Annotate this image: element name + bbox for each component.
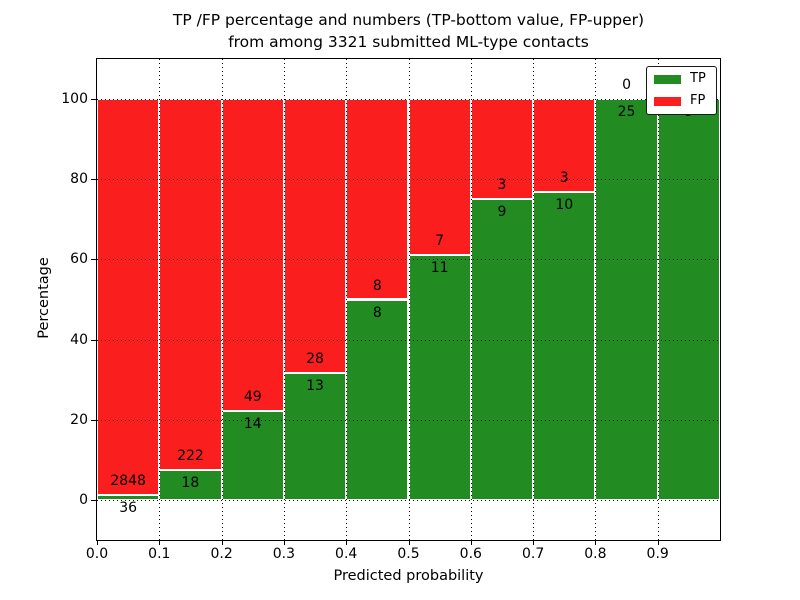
- y-tick-mark: [90, 259, 96, 261]
- v-gridline: [346, 59, 348, 540]
- tp-count-label: 11: [430, 259, 449, 276]
- v-gridline: [470, 59, 472, 540]
- legend-label-tp: TP: [690, 71, 706, 86]
- legend-label-fp: FP: [690, 93, 706, 108]
- y-tick-label: 0: [79, 491, 88, 508]
- tp-count-label: 9: [497, 204, 507, 221]
- tp-count-label: 18: [181, 474, 200, 491]
- fp-count-label: 3: [497, 177, 507, 194]
- tp-count-label: 25: [617, 104, 636, 121]
- legend-entry-tp: TP: [654, 71, 706, 86]
- v-gridline: [159, 59, 161, 540]
- legend-entry-fp: FP: [654, 93, 706, 108]
- x-tick-mark: [159, 540, 161, 545]
- x-tick-mark: [470, 540, 472, 545]
- x-tick-mark: [657, 540, 659, 545]
- y-axis-label: Percentage: [36, 257, 52, 339]
- y-tick-mark: [90, 339, 96, 341]
- v-gridline: [283, 59, 285, 540]
- fp-count-label: 28: [306, 350, 324, 367]
- tp-count-label: 14: [243, 415, 262, 432]
- x-tick-label: 0.1: [148, 546, 171, 562]
- x-tick-label: 0.7: [521, 546, 545, 562]
- chart-title-line1: TP /FP percentage and numbers (TP-bottom…: [172, 11, 645, 29]
- x-tick-label: 0.2: [210, 546, 233, 562]
- y-tick-mark: [90, 99, 96, 101]
- bar-segment-tp: [283, 372, 347, 500]
- x-tick-label: 0.4: [335, 546, 358, 562]
- bar-segment-fp: [408, 99, 471, 255]
- legend: TP FP: [646, 66, 717, 115]
- tp-swatch-icon: [654, 74, 681, 84]
- x-tick-mark: [346, 540, 348, 545]
- fp-count-label: 3: [559, 169, 569, 186]
- bar-segment-fp: [159, 99, 222, 470]
- x-tick-label: 0.9: [646, 546, 669, 562]
- y-tick-mark: [90, 179, 96, 181]
- x-axis-label: Predicted probability: [333, 568, 484, 584]
- tp-count-label: 13: [306, 377, 324, 394]
- x-tick-mark: [408, 540, 410, 545]
- bar-segment-tp: [346, 299, 409, 500]
- chart-title: TP /FP percentage and numbers (TP-bottom…: [97, 9, 720, 53]
- y-tick-mark: [90, 419, 96, 421]
- v-gridline: [657, 59, 659, 540]
- bar-segment-fp: [470, 99, 534, 200]
- v-gridline: [595, 59, 597, 540]
- bar-segment-fp: [346, 99, 409, 300]
- v-gridline: [533, 59, 535, 540]
- bar-segment-fp: [221, 99, 284, 411]
- x-tick-label: 0.8: [584, 546, 607, 562]
- x-tick-label: 0.6: [459, 546, 482, 562]
- y-tick-label: 60: [70, 251, 88, 268]
- bar-segment-fp: [97, 99, 160, 495]
- x-tick-label: 0.0: [85, 546, 109, 562]
- fp-count-label: 49: [243, 388, 262, 405]
- bar-segment-tp: [533, 191, 596, 500]
- chart-title-line2: from among 3321 submitted ML-type contac…: [228, 33, 589, 51]
- x-tick-mark: [283, 540, 285, 545]
- bar-segment-tp: [595, 99, 658, 500]
- bar-segment-tp: [470, 199, 534, 500]
- plot-area: 2848362221849142813887113931002509 0.00.…: [61, 58, 721, 584]
- x-tick-mark: [595, 540, 597, 545]
- bar-segment-tp: [657, 99, 720, 500]
- bar-segment-tp: [408, 254, 471, 500]
- bar-segment-fp: [283, 99, 347, 373]
- fp-count-label: 7: [435, 232, 445, 249]
- y-tick-mark: [90, 499, 96, 501]
- tp-count-label: 10: [555, 196, 574, 213]
- x-tick-mark: [221, 540, 223, 545]
- y-tick-label: 40: [70, 331, 88, 348]
- fp-count-label: 2848: [110, 472, 146, 489]
- v-gridline: [408, 59, 410, 540]
- fp-count-label: 0: [622, 77, 632, 94]
- y-tick-label: 80: [70, 171, 88, 188]
- fp-swatch-icon: [654, 96, 681, 106]
- tp-count-label: 8: [372, 304, 382, 321]
- bar-segment-tp: [221, 410, 284, 500]
- bar-segment-tp: [97, 494, 160, 500]
- x-tick-mark: [533, 540, 535, 545]
- tp-count-label: 36: [119, 499, 138, 516]
- x-tick-label: 0.5: [397, 546, 420, 562]
- bar-segment-fp: [533, 99, 596, 192]
- x-tick-label: 0.3: [272, 546, 296, 562]
- v-gridline: [221, 59, 223, 540]
- fp-count-label: 8: [372, 277, 382, 294]
- fp-count-label: 222: [177, 447, 204, 464]
- y-tick-label: 20: [70, 411, 88, 428]
- y-tick-label: 100: [61, 91, 88, 108]
- x-tick-mark: [97, 540, 98, 545]
